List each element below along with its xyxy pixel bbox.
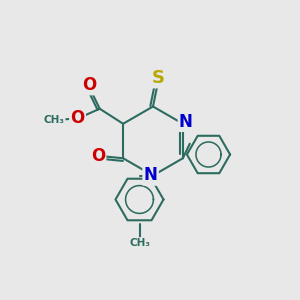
Text: CH₃: CH₃ (129, 238, 150, 248)
Text: N: N (144, 167, 158, 184)
Text: CH₃: CH₃ (44, 115, 64, 125)
Text: S: S (152, 69, 165, 87)
Text: N: N (179, 112, 193, 130)
Text: O: O (91, 147, 105, 165)
Text: O: O (70, 110, 85, 127)
Text: O: O (82, 76, 96, 94)
